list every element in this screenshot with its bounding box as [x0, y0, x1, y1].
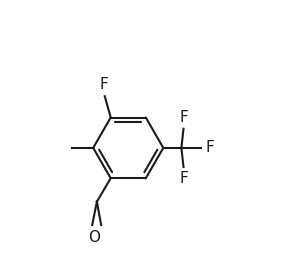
Text: O: O	[88, 230, 101, 245]
Text: F: F	[205, 140, 214, 155]
Text: F: F	[100, 76, 109, 92]
Text: F: F	[179, 110, 188, 124]
Text: F: F	[179, 171, 188, 186]
